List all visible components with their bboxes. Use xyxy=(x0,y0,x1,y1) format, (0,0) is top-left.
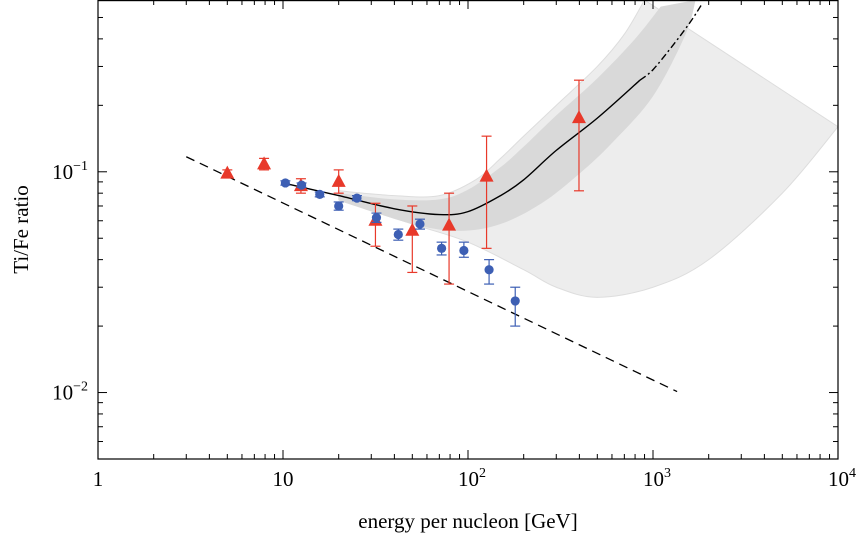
circle-point xyxy=(371,213,382,223)
circle-point xyxy=(352,193,362,203)
tick-label-base: 10 xyxy=(52,160,73,184)
circle-point xyxy=(296,180,307,190)
tick-label-exponent: 4 xyxy=(849,466,856,481)
bands-layer xyxy=(338,0,838,298)
circle-point xyxy=(280,178,290,188)
x-tick-label: 1 xyxy=(93,467,104,491)
triangle-point xyxy=(479,168,494,182)
tick-label-base: 10 xyxy=(273,467,294,491)
tick-label-exponent: 2 xyxy=(479,466,486,481)
y-axis-label: Ti/Fe ratio xyxy=(9,185,33,274)
ticks-layer xyxy=(97,0,839,460)
circle-point xyxy=(459,245,469,256)
error-bar xyxy=(573,79,584,192)
error-bar xyxy=(510,286,521,327)
error-bar xyxy=(481,135,492,249)
series-triangle xyxy=(220,79,586,285)
points-layer xyxy=(220,79,586,327)
tick-label-base: 10 xyxy=(828,467,849,491)
series-circle xyxy=(280,178,521,327)
error-bar xyxy=(407,205,418,274)
x-tick-label: 102 xyxy=(458,466,486,491)
circle-point xyxy=(315,189,325,199)
curves-layer xyxy=(185,2,704,393)
y-tick-label: 10−1 xyxy=(52,159,88,184)
tick-label-exponent: −2 xyxy=(73,380,88,395)
tick-label-base: 10 xyxy=(52,381,73,405)
triangle-point xyxy=(405,222,420,236)
x-tick-label: 103 xyxy=(643,466,671,491)
tick-label-base: 10 xyxy=(458,467,479,491)
x-tick-label: 10 xyxy=(273,467,294,491)
triangle-point xyxy=(257,156,272,170)
triangle-point xyxy=(220,165,235,179)
circle-point xyxy=(437,243,447,253)
triangle-point xyxy=(442,217,457,231)
tick-label-exponent: 3 xyxy=(664,466,671,481)
x-tick-label: 104 xyxy=(828,466,856,491)
circle-point xyxy=(393,229,403,240)
tick-label-base: 1 xyxy=(93,467,104,491)
model-curve-solid xyxy=(282,79,641,216)
dashed-fit-line xyxy=(185,156,678,393)
triangle-point xyxy=(331,173,346,187)
error-bar xyxy=(444,192,455,285)
circle-point xyxy=(334,201,344,211)
circle-point xyxy=(484,265,494,275)
tick-label-base: 10 xyxy=(643,467,664,491)
model-curve-dotted xyxy=(639,2,704,81)
circle-point xyxy=(510,296,520,306)
triangle-point xyxy=(571,110,586,124)
y-tick-label: 10−2 xyxy=(52,380,88,405)
circle-point xyxy=(415,219,425,229)
tick-label-exponent: −1 xyxy=(73,159,88,174)
x-axis-label: energy per nucleon [GeV] xyxy=(358,509,577,533)
